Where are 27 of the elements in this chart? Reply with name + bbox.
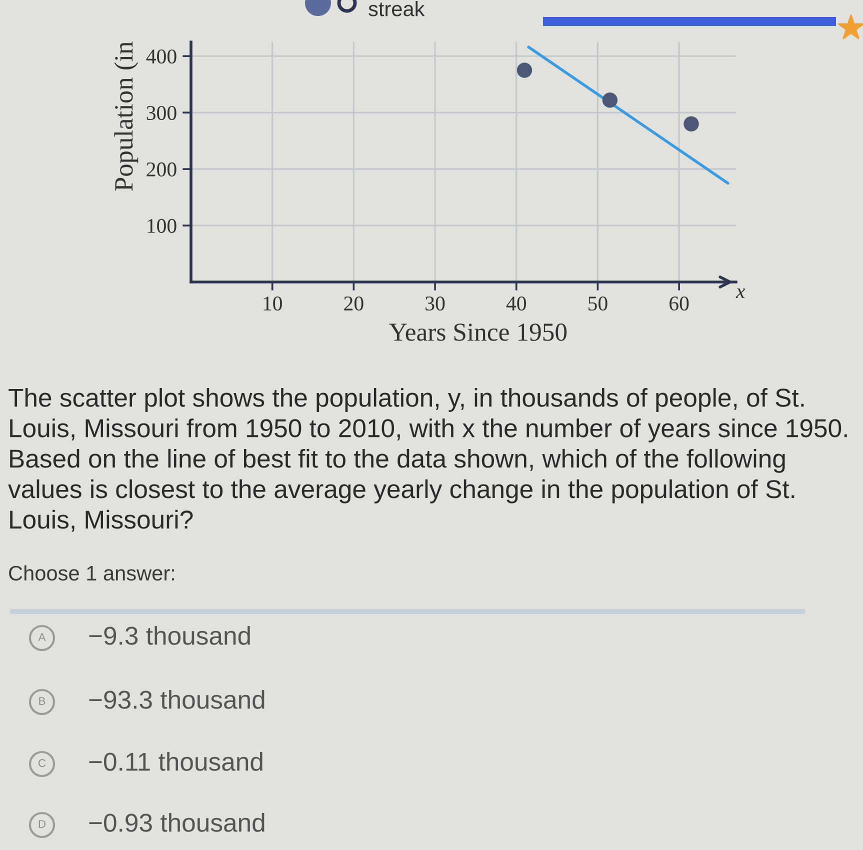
point: [516, 62, 532, 78]
x-tick-label: 50: [588, 296, 608, 311]
x-tick-label: 40: [506, 296, 526, 311]
y-tick-label: 100: [148, 218, 176, 233]
x-tick-label: 10: [264, 296, 282, 311]
text: The scatter plot shows the population, y, in thousands of people, of St. Louis, Missouri from 1950 to 2010, with x the number of years since 1950. Based on the line of best fit to the data shown, which of the following values is closest to the average yearly change in the population of St. Louis, Missouri?: [8, 388, 847, 532]
x-axis-title: Years Since 1950: [389, 324, 567, 341]
x-tick-label: 20: [344, 296, 364, 311]
text: streak: [368, 1, 425, 16]
y-tick-label: 400: [146, 49, 176, 64]
point: [602, 92, 618, 108]
text: C: [38, 759, 46, 767]
text: −0.11 thousand: [89, 752, 262, 771]
text: A: [38, 633, 46, 641]
text: −9.3 thousand: [89, 626, 250, 645]
x-tick-label: 30: [426, 296, 445, 311]
y-axis-title: Population (in: [114, 42, 138, 191]
text: −0.93 thousand: [89, 813, 264, 832]
text: Choose 1 answer:: [9, 565, 174, 581]
y-tick-label: 200: [146, 162, 176, 176]
point: [684, 116, 699, 132]
text: B: [39, 697, 46, 705]
text: x: [736, 288, 746, 298]
text: D: [38, 820, 46, 828]
x-tick-label: 60: [670, 296, 689, 311]
y-tick-label: 300: [146, 106, 176, 120]
text: −93.3 thousand: [89, 690, 264, 709]
